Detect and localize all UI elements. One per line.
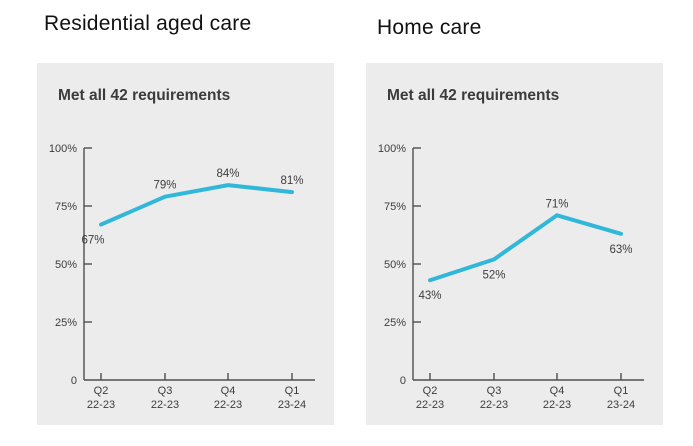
data-point-label: 63%	[609, 244, 632, 256]
data-point-label: 67%	[81, 235, 104, 247]
panel-header-home-care: Met all 42 requirements	[387, 87, 560, 104]
x-axis-tick-label-line1: Q3	[158, 385, 173, 397]
x-axis-tick-label-line1: Q4	[221, 385, 236, 397]
x-axis-tick-label-line1: Q4	[550, 385, 565, 397]
x-axis-tick-label-line2: 22-23	[416, 399, 444, 411]
x-axis-tick-label-line2: 22-23	[543, 399, 571, 411]
data-point-label: 84%	[216, 168, 239, 180]
y-axis-tick-label: 0	[400, 375, 406, 387]
y-axis-tick-label: 100%	[378, 143, 406, 155]
x-axis-tick-label-line2: 22-23	[87, 399, 115, 411]
x-axis-tick-label-line1: Q3	[487, 385, 502, 397]
y-axis-tick-label: 25%	[55, 317, 77, 329]
panel-header-residential: Met all 42 requirements	[58, 87, 231, 104]
line-chart-residential: 100% 75% 50% 25% 0 Q2 22-23 Q3 22-23 Q4 22-23 Q1 23-…	[37, 63, 334, 425]
x-axis-tick-label-line2: 22-23	[480, 399, 508, 411]
x-axis-tick-label-line2: 23-24	[607, 399, 635, 411]
x-axis-tick-label-line1: Q2	[423, 385, 438, 397]
chart-svg: 100% 75% 50% 25% 0 Q2 22-23 Q3 22-23 Q4 22-23 Q1 23-…	[49, 143, 315, 411]
panel-home-care: Met all 42 requirements 100% 75% 50% 25% 0 Q2…	[366, 63, 663, 425]
y-axis-tick-label: 50%	[55, 259, 77, 271]
x-axis-tick-label-line2: 22-23	[214, 399, 242, 411]
data-point-label: 43%	[418, 290, 441, 302]
y-axis-tick-label: 100%	[49, 143, 77, 155]
x-axis-tick-label-line1: Q2	[94, 385, 109, 397]
data-point-label: 52%	[482, 269, 505, 281]
y-axis-tick-label: 25%	[384, 317, 406, 329]
x-axis-tick-label-line1: Q1	[285, 385, 300, 397]
y-axis-tick-label: 50%	[384, 259, 406, 271]
y-axis-tick-label: 75%	[55, 201, 77, 213]
section-title-home-care: Home care	[377, 16, 482, 39]
y-axis-tick-label: 0	[71, 375, 77, 387]
panel-residential-aged-care: Met all 42 requirements 100% 75% 50% 25% 0 Q2…	[37, 63, 334, 425]
data-point-label: 71%	[545, 198, 568, 210]
trend-line	[428, 213, 623, 283]
line-chart-home-care: 100% 75% 50% 25% 0 Q2 22-23 Q3 22-23 Q4 22-23 Q1 23-…	[366, 63, 663, 425]
data-point-label: 81%	[280, 175, 303, 187]
x-axis-tick-label-line2: 22-23	[151, 399, 179, 411]
data-point-label: 79%	[153, 180, 176, 192]
trend-line	[99, 183, 294, 227]
y-axis-tick-label: 75%	[384, 201, 406, 213]
section-title-residential-aged-care: Residential aged care	[44, 12, 252, 35]
x-axis-tick-label-line2: 23-24	[278, 399, 306, 411]
chart-svg: 100% 75% 50% 25% 0 Q2 22-23 Q3 22-23 Q4 22-23 Q1 23-…	[378, 143, 644, 411]
x-axis-tick-label-line1: Q1	[614, 385, 629, 397]
